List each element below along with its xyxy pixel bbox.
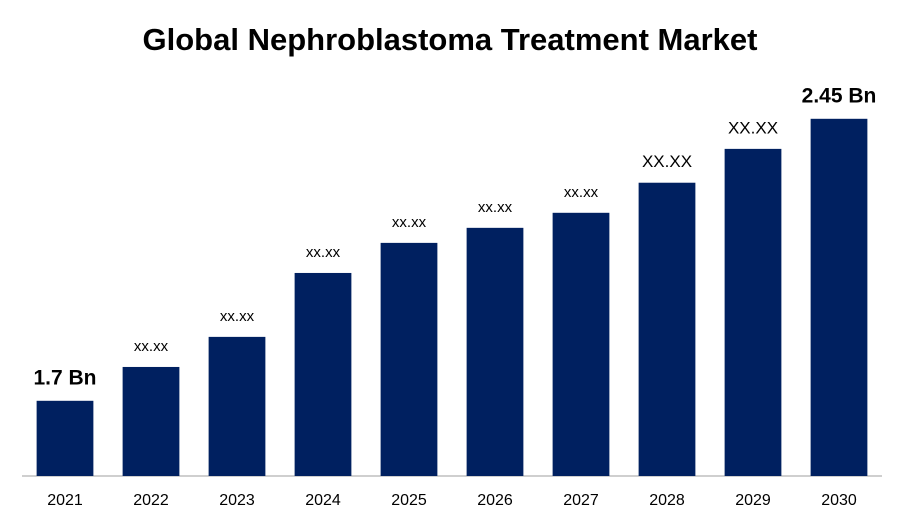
x-tick-label: 2029 [735, 492, 771, 509]
data-label: XX.XX [642, 152, 692, 171]
x-tick-label: 2023 [219, 492, 255, 509]
bar [208, 336, 266, 476]
x-tick-label: 2030 [821, 492, 857, 509]
data-label: xx.xx [392, 214, 427, 231]
bar [36, 400, 94, 476]
bar [638, 182, 696, 476]
bar [466, 227, 524, 476]
x-tick-label: 2026 [477, 492, 513, 509]
x-tick-label: 2028 [649, 492, 685, 509]
data-label: 1.7 Bn [33, 366, 96, 389]
data-label: XX.XX [728, 118, 778, 137]
data-label: xx.xx [134, 338, 169, 355]
bar [380, 242, 438, 476]
data-label: 2.45 Bn [802, 84, 877, 107]
chart-title: Global Nephroblastoma Treatment Market [143, 22, 758, 57]
bar [294, 272, 352, 476]
bar [724, 148, 782, 476]
data-label: xx.xx [220, 308, 255, 325]
x-tick-label: 2022 [133, 492, 169, 509]
x-tick-label: 2025 [391, 492, 427, 509]
bar [552, 212, 610, 477]
x-tick-label: 2024 [305, 492, 341, 509]
x-tick-label: 2021 [47, 492, 83, 509]
data-label: xx.xx [478, 199, 513, 216]
data-label: xx.xx [564, 184, 599, 201]
data-label: xx.xx [306, 244, 341, 261]
bar [122, 366, 180, 476]
x-tick-label: 2027 [563, 492, 599, 509]
bar [810, 118, 868, 477]
